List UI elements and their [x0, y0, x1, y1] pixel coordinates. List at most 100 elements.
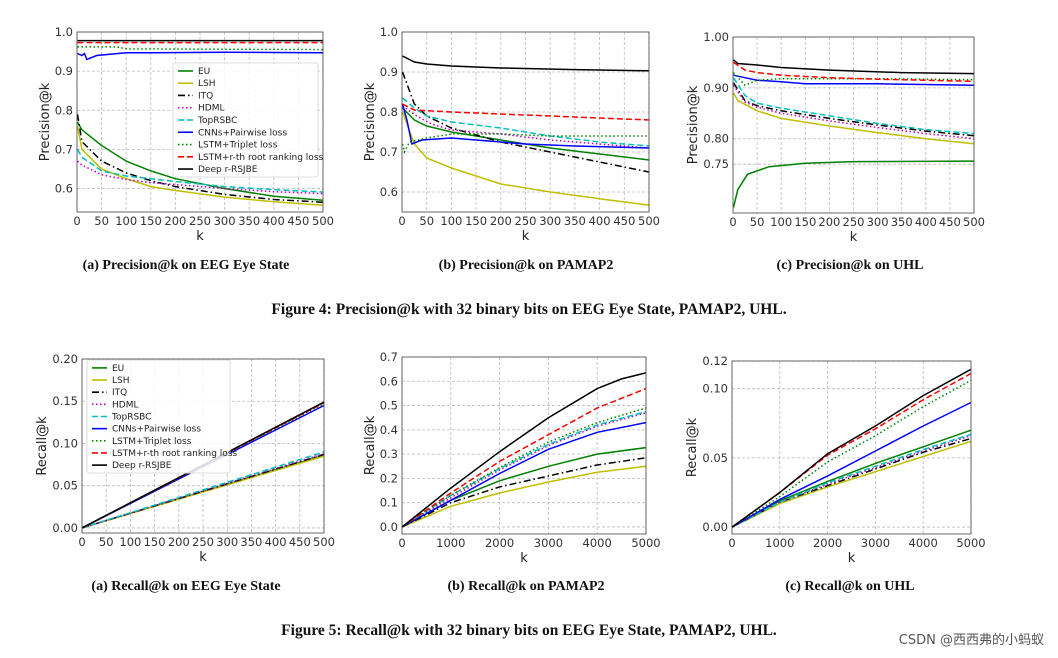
- y-axis-label: Precision@k: [38, 82, 53, 161]
- y-tick-label: 0.1: [380, 496, 398, 510]
- y-tick-label: 0.05: [702, 451, 728, 465]
- x-tick-label: 450: [287, 214, 309, 228]
- series-line-lsh: [732, 92, 975, 145]
- x-tick-label: 500: [638, 214, 660, 228]
- legend-entry: ITQ: [198, 91, 213, 101]
- series-line-cnns-pairwise-loss: [77, 51, 324, 61]
- x-tick-label: 400: [589, 214, 611, 228]
- x-tick-label: 250: [192, 535, 214, 549]
- x-tick-label: 100: [119, 535, 141, 549]
- series-line-lstm-r-th-root-ranking-loss: [731, 372, 972, 528]
- chart-3: 0 50 100 150 200 250 300 350 400 450 500 0.75 0.80 0.…: [686, 30, 985, 245]
- subcaption-fig4-a: (a) Precision@k on EEG Eye State: [82, 258, 290, 273]
- x-tick-label: 400: [263, 214, 285, 228]
- legend: EU LSH ITQ HDML TopRSBC CNNs+Pairwise loss LST…: [172, 62, 324, 178]
- y-tick-label: 0.10: [702, 382, 728, 396]
- series-line-lsh: [401, 465, 647, 528]
- series-line-deep-r-rsjbe: [731, 368, 972, 528]
- legend-entry: CNNs+Pairwise loss: [112, 425, 201, 435]
- y-axis-label: Precision@k: [686, 85, 701, 164]
- x-tick-label: 400: [265, 535, 287, 549]
- series-line-lstm-triplet-loss: [77, 46, 324, 51]
- y-tick-label: 0.75: [703, 157, 729, 171]
- x-tick-label: 0: [729, 215, 736, 229]
- y-tick-label: 0.7: [380, 350, 398, 364]
- series-line-toprsbc: [732, 77, 975, 135]
- series-line-toprsbc: [81, 451, 325, 529]
- x-tick-label: 50: [99, 535, 114, 549]
- series-line-lstm-r-th-root-ranking-loss: [733, 61, 975, 83]
- plot-frame: [401, 356, 647, 535]
- plot-frame: [81, 358, 325, 534]
- legend-entry: LSTM+r-th root ranking loss: [198, 153, 324, 163]
- legend-entry: EU: [112, 364, 124, 374]
- legend-entry: Deep r-RSJBE: [198, 165, 258, 175]
- series-line-eu: [732, 160, 975, 208]
- x-tick-label: 100: [770, 215, 792, 229]
- y-tick-label: 0.00: [52, 521, 78, 535]
- series-line-lstm-r-th-root-ranking-loss: [402, 103, 650, 121]
- series-line-toprsbc: [731, 433, 972, 528]
- series-line-eu: [731, 429, 972, 528]
- series-line-lstm-triplet-loss: [731, 379, 972, 528]
- subcaption-fig4-b: (b) Precision@k on PAMAP2: [438, 258, 614, 273]
- x-tick-label: 200: [490, 214, 512, 228]
- x-tick-label: 450: [289, 535, 311, 549]
- series-line-cnns-pairwise-loss: [731, 401, 972, 528]
- series-line-lsh: [81, 455, 325, 529]
- legend-entry: LSH: [198, 79, 216, 89]
- y-tick-label: 0.10: [52, 436, 78, 450]
- y-tick-label: 0.9: [380, 65, 398, 79]
- series-line-hdml: [401, 412, 647, 528]
- x-tick-label: 50: [419, 214, 434, 228]
- series-line-hdml: [731, 434, 972, 528]
- plot-frame: [731, 360, 972, 535]
- chart-4: 0 50 100 150 200 250 300 350 400 450 500 0.00 0.05 0.…: [35, 352, 335, 565]
- x-tick-label: 300: [216, 535, 238, 549]
- x-tick-label: 3000: [861, 536, 890, 550]
- chart-5: 0 1000 2000 3000 4000 5000 0.0 0.1 0.2 0.3 0.4 0.5 0…: [363, 350, 661, 566]
- x-tick-label: 4000: [583, 536, 612, 550]
- legend-entry: LSTM+Triplet loss: [198, 141, 278, 151]
- series-line-deep-r-rsjbe: [402, 55, 650, 72]
- series-line-eu: [76, 121, 324, 202]
- y-tick-label: 0.6: [380, 374, 398, 388]
- x-tick-label: 200: [168, 535, 190, 549]
- series-line-lsh: [76, 125, 324, 207]
- series-line-itq: [81, 453, 325, 529]
- y-tick-label: 0.4: [380, 423, 398, 437]
- x-axis-label: k: [522, 229, 530, 244]
- subcaption-fig4-c: (c) Precision@k on UHL: [776, 258, 924, 273]
- series-line-toprsbc: [401, 410, 647, 528]
- x-tick-label: 250: [189, 214, 211, 228]
- chart-2: 0 50 100 150 200 250 300 350 400 450 500 0.6 0.7 0.8 0…: [363, 25, 660, 244]
- x-tick-label: 450: [939, 215, 961, 229]
- legend-entry: CNNs+Pairwise loss: [198, 128, 287, 138]
- x-tick-label: 150: [140, 214, 162, 228]
- series-line-hdml: [402, 105, 650, 149]
- series-line-toprsbc: [76, 149, 324, 193]
- y-tick-label: 0.12: [702, 354, 728, 368]
- legend-box: [86, 359, 231, 474]
- series-line-deep-r-rsjbe: [733, 59, 975, 75]
- x-tick-label: 350: [564, 214, 586, 228]
- y-tick-label: 0.8: [380, 105, 398, 119]
- x-tick-label: 500: [313, 535, 335, 549]
- y-tick-label: 0.6: [380, 185, 398, 199]
- series-line-lstm-triplet-loss: [401, 133, 649, 155]
- legend-entry: TopRSBC: [197, 116, 237, 126]
- x-tick-label: 450: [613, 214, 635, 228]
- x-tick-label: 350: [240, 535, 262, 549]
- x-tick-label: 0: [398, 214, 405, 228]
- subcaption-fig5-b: (b) Recall@k on PAMAP2: [447, 579, 605, 594]
- series-line-eu: [401, 107, 650, 161]
- x-tick-label: 4000: [909, 536, 938, 550]
- x-tick-label: 1000: [765, 536, 794, 550]
- y-tick-label: 0.8: [55, 103, 73, 117]
- x-tick-label: 50: [750, 215, 765, 229]
- y-tick-label: 0.5: [380, 399, 398, 413]
- x-tick-label: 2000: [813, 536, 842, 550]
- x-tick-label: 0: [73, 214, 80, 228]
